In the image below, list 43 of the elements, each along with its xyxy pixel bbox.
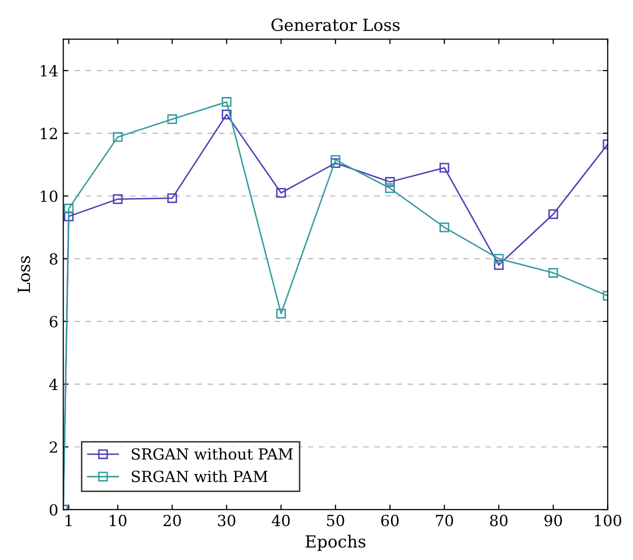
y-tick-label: 6 bbox=[50, 316, 58, 328]
x-tick-label: 90 bbox=[544, 514, 562, 526]
y-tick-label: 8 bbox=[50, 253, 58, 265]
point bbox=[276, 188, 286, 198]
x-tick-label: 70 bbox=[436, 514, 454, 526]
point bbox=[167, 114, 178, 124]
point bbox=[222, 110, 232, 120]
x-tick-label: 1 bbox=[66, 514, 72, 526]
legend-label: SRGAN with PAM bbox=[132, 470, 268, 482]
x-tick-label: 50 bbox=[327, 514, 344, 526]
x-axis-title: Epochs bbox=[306, 534, 366, 551]
point bbox=[112, 194, 123, 204]
y-tick-label: 2 bbox=[50, 441, 57, 453]
y-tick-label: 4 bbox=[49, 378, 58, 390]
point bbox=[385, 183, 395, 194]
legend-label: SRGAN without PAM bbox=[132, 448, 293, 460]
point bbox=[330, 155, 340, 165]
point bbox=[222, 97, 232, 107]
x-tick-label: 20 bbox=[163, 514, 181, 526]
x-tick-label: 80 bbox=[490, 514, 508, 526]
point bbox=[494, 260, 504, 270]
point bbox=[112, 132, 123, 142]
point bbox=[548, 209, 558, 220]
x-tick-label: 10 bbox=[110, 514, 126, 526]
y-tick-label: 14 bbox=[40, 65, 58, 76]
point bbox=[64, 212, 74, 222]
x-tick-label: 100 bbox=[594, 514, 622, 526]
point bbox=[64, 204, 74, 214]
point bbox=[276, 308, 286, 318]
y-tick-label: 0 bbox=[50, 504, 58, 516]
y-axis-title: Loss bbox=[18, 256, 30, 293]
point bbox=[548, 268, 558, 278]
x-tick-label: 40 bbox=[272, 514, 290, 526]
point bbox=[167, 193, 178, 204]
point bbox=[385, 177, 395, 187]
point bbox=[494, 254, 504, 264]
point bbox=[440, 222, 450, 232]
x-tick-label: 60 bbox=[381, 514, 399, 526]
chart-title: Generator Loss bbox=[271, 18, 400, 32]
y-tick-label: 12 bbox=[40, 128, 57, 140]
y-tick-label: 10 bbox=[40, 190, 58, 202]
x-tick-label: 30 bbox=[218, 514, 236, 526]
point bbox=[440, 162, 450, 173]
